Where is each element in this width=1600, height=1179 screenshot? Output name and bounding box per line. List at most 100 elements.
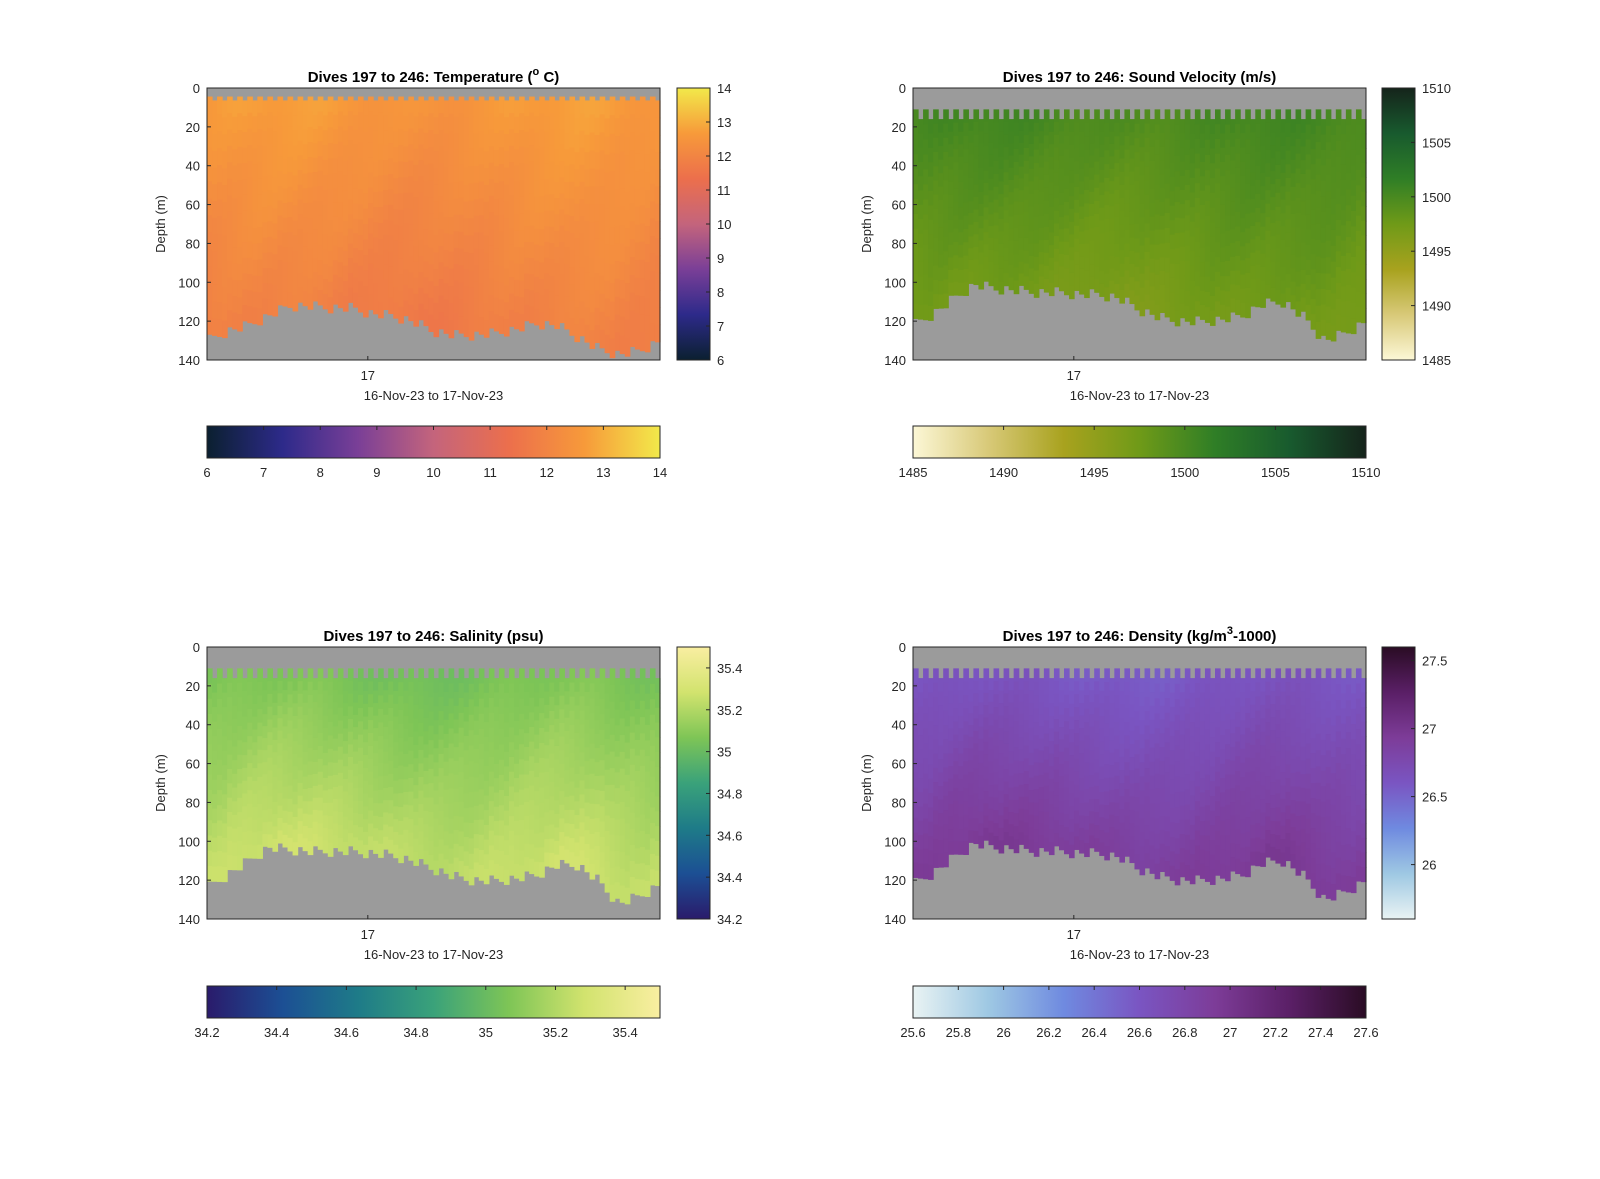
heatmap-cell: [232, 230, 238, 248]
heatmap-cell: [428, 113, 435, 131]
heatmap-cell: [913, 288, 919, 305]
heatmap-cell: [463, 252, 470, 270]
heatmap-cell: [1058, 727, 1065, 740]
heatmap-cell: [1270, 223, 1276, 237]
heatmap-cell: [448, 743, 455, 760]
heatmap-cell: [938, 227, 944, 242]
heatmap-cell: [358, 721, 364, 736]
heatmap-cell: [1300, 283, 1307, 299]
heatmap-cell: [212, 167, 218, 185]
heatmap-cell: [529, 128, 535, 146]
heatmap-cell: [1159, 760, 1166, 776]
heatmap-cell: [614, 740, 621, 758]
heatmap-cell: [1204, 820, 1211, 837]
heatmap-cell: [1220, 133, 1226, 149]
heatmap-cell: [978, 143, 985, 157]
heatmap-cell: [953, 281, 959, 296]
heatmap-cell: [1255, 668, 1261, 684]
heatmap-cell: [292, 690, 299, 704]
heatmap-cell: [217, 216, 223, 235]
heatmap-cell: [388, 707, 394, 722]
heatmap-cell: [388, 826, 394, 841]
heatmap-cell: [973, 830, 980, 845]
heatmap-cell: [1079, 144, 1085, 158]
heatmap-cell: [347, 111, 354, 127]
heatmap-cell: [282, 276, 289, 292]
heatmap-cell: [1084, 216, 1090, 231]
heatmap-cell: [1058, 180, 1065, 194]
y-tick-label: 140: [884, 353, 906, 368]
heatmap-cell: [448, 758, 455, 775]
heatmap-cell: [358, 296, 364, 313]
heatmap-cell: [418, 96, 425, 114]
heatmap-cell: [948, 131, 954, 145]
heatmap-cell: [317, 215, 324, 232]
heatmap-cell: [514, 792, 520, 808]
heatmap-cell: [383, 824, 389, 838]
heatmap-cell: [1250, 292, 1256, 307]
heatmap-cell: [1104, 750, 1110, 765]
heatmap-cell: [307, 157, 314, 174]
heatmap-cell: [1345, 205, 1352, 222]
heatmap-cell: [1325, 273, 1332, 291]
heatmap-cell: [242, 678, 248, 692]
heatmap-cell: [1240, 819, 1246, 835]
heatmap-cell: [468, 148, 475, 167]
heatmap-cell: [403, 269, 409, 286]
heatmap-cell: [363, 162, 369, 179]
heatmap-cell: [579, 724, 586, 739]
heatmap-cell: [287, 201, 294, 218]
heatmap-cell: [302, 727, 309, 741]
heatmap-cell: [1275, 682, 1282, 697]
heatmap-cell: [428, 811, 435, 827]
heatmap-cell: [433, 134, 440, 152]
heatmap-cell: [282, 810, 289, 824]
heatmap-cell: [1295, 168, 1302, 184]
heatmap-cell: [544, 839, 550, 854]
heatmap-cell: [368, 810, 374, 825]
heatmap-cell: [943, 824, 949, 839]
heatmap-cell: [327, 220, 334, 237]
heatmap-cell: [973, 718, 980, 732]
heatmap-cell: [1109, 218, 1115, 232]
heatmap-cell: [1104, 150, 1110, 165]
heatmap-cell: [973, 780, 980, 795]
heatmap-cell: [1028, 181, 1035, 195]
x-axis-label: 16-Nov-23 to 17-Nov-23: [1070, 388, 1209, 403]
heatmap-cell: [529, 290, 535, 308]
heatmap-cell: [373, 115, 379, 132]
heatmap-cell: [529, 274, 535, 291]
heatmap-cell: [973, 221, 980, 236]
heatmap-cell: [509, 786, 515, 802]
heatmap-cell: [1144, 810, 1151, 826]
heatmap-cell: [1048, 816, 1055, 830]
heatmap-cell: [378, 735, 384, 750]
heatmap-cell: [1240, 161, 1246, 177]
heatmap-cell: [1235, 697, 1241, 713]
heatmap-cell: [207, 317, 213, 335]
heatmap-cell: [1013, 839, 1020, 854]
heatmap-cell: [519, 729, 525, 745]
heatmap-cell: [503, 854, 510, 871]
heatmap-cell: [1355, 185, 1362, 202]
heatmap-cell: [634, 331, 641, 350]
heatmap-cell: [1280, 731, 1287, 746]
heatmap-cell: [968, 142, 974, 155]
heatmap-cell: [1154, 698, 1161, 715]
heatmap-cell: [418, 763, 425, 778]
heatmap-cell: [933, 824, 939, 840]
heatmap-cell: [237, 740, 243, 756]
heatmap-cell: [1114, 775, 1120, 790]
heatmap-cell: [1164, 287, 1171, 303]
heatmap-cell: [1119, 289, 1125, 304]
heatmap-cell: [1335, 251, 1342, 268]
heatmap-cell: [584, 719, 591, 734]
heatmap-cell: [509, 756, 515, 773]
heatmap-cell: [1174, 714, 1181, 731]
heatmap-cell: [1174, 140, 1181, 157]
heatmap-cell: [1225, 819, 1231, 836]
heatmap-cell: [217, 698, 223, 715]
heatmap-cell: [1129, 198, 1136, 212]
heatmap-cell: [1184, 290, 1191, 307]
heatmap-cell: [237, 668, 243, 684]
